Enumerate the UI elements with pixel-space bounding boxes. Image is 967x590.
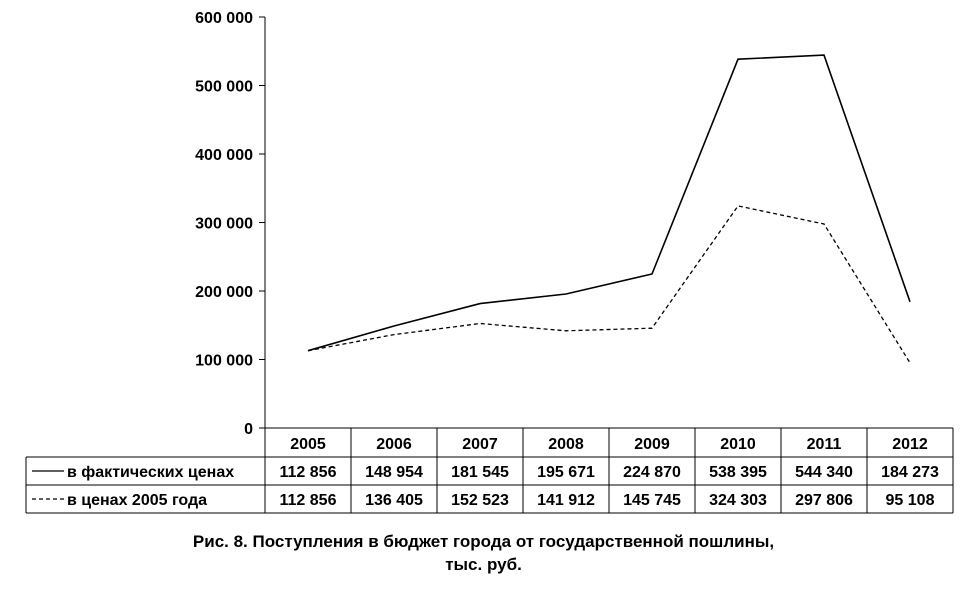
y-axis: 0 100 000 200 000 300 000 400 000 500 000 600 …: [195, 10, 266, 438]
data-label: 136 405: [365, 492, 423, 509]
data-label: 141 912: [537, 492, 595, 509]
x-tick-label: 2007: [462, 436, 498, 453]
x-tick-label: 2006: [376, 436, 412, 453]
y-tick-label: 500 000: [195, 79, 253, 96]
figure-caption: Рис. 8. Поступления в бюджет города от г…: [0, 530, 967, 576]
y-tick-label: 100 000: [195, 353, 253, 370]
legend-label-1: в фактических ценах: [67, 464, 234, 481]
x-tick-label: 2011: [807, 436, 842, 453]
x-tick-label: 2012: [892, 436, 928, 453]
y-tick-label: 300 000: [195, 216, 253, 233]
data-label: 145 745: [623, 492, 681, 509]
y-tick-label: 0: [244, 421, 253, 438]
data-label: 148 954: [365, 464, 423, 481]
data-label: 112 856: [280, 492, 337, 509]
y-tick-label: 200 000: [195, 284, 253, 301]
x-tick-label: 2009: [634, 436, 670, 453]
data-label: 112 856: [280, 464, 337, 481]
x-tick-label: 2005: [290, 436, 326, 453]
x-tick-label: 2008: [548, 436, 584, 453]
series-line-1: [307, 54, 911, 352]
y-tick-label: 600 000: [195, 10, 253, 27]
series-lines: [307, 54, 911, 364]
y-tick-label: 400 000: [195, 147, 253, 164]
data-label: 95 108: [886, 492, 935, 509]
data-label: 152 523: [451, 492, 509, 509]
caption-line-1: Рис. 8. Поступления в бюджет города от г…: [192, 532, 775, 551]
data-label: 544 340: [795, 464, 853, 481]
data-label: 195 671: [537, 464, 595, 481]
data-table: 2005 2006 2007 2008 2009 2010 2011 2012 в фактич…: [25, 427, 954, 514]
data-label: 538 395: [709, 464, 767, 481]
legend-label-2: в ценах 2005 года: [67, 492, 207, 509]
data-label: 224 870: [623, 464, 681, 481]
series-line-2: [307, 205, 911, 364]
data-label: 297 806: [795, 492, 853, 509]
x-tick-label: 2010: [720, 436, 756, 453]
data-label: 184 273: [881, 464, 939, 481]
caption-line-2: тыс. руб.: [445, 555, 522, 574]
data-label: 181 545: [451, 464, 509, 481]
data-label: 324 303: [709, 492, 767, 509]
